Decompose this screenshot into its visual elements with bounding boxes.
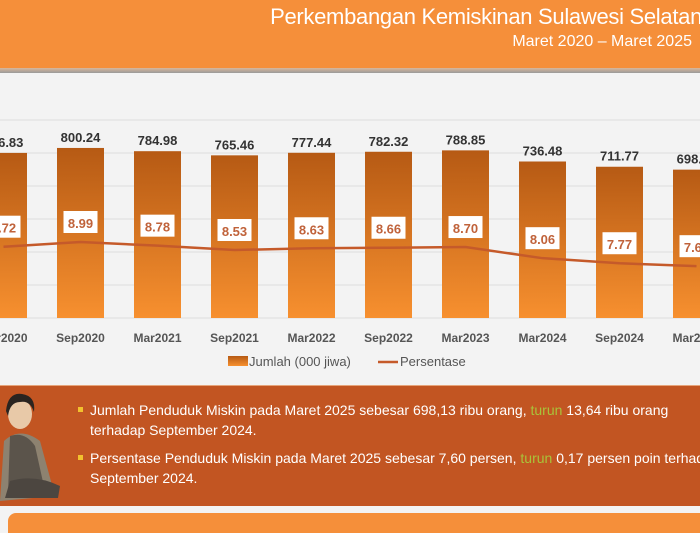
x-tick-label: Mar2023: [441, 331, 489, 345]
bar-value-label: 711.77: [600, 149, 639, 164]
line-value-label: 8.63: [299, 222, 324, 237]
x-tick-label: Mar2024: [518, 331, 566, 345]
bar-value-label: 784.98: [138, 133, 178, 148]
page-subtitle: Maret 2020 – Maret 2025: [512, 33, 692, 51]
x-tick-label: Sep2021: [210, 331, 259, 345]
line-value-label: 7.77: [607, 237, 632, 252]
x-tick-label: Sep2024: [595, 331, 644, 345]
bar-value-label: 765.46: [215, 137, 255, 152]
x-tick-label: Sep2022: [364, 331, 413, 345]
bar-value-label: 698.13: [677, 152, 700, 167]
persentase-line: [4, 242, 697, 266]
summary-bullet-percent: Persentase Penduduk Miskin pada Maret 20…: [78, 448, 700, 488]
line-value-label: 8.99: [68, 216, 93, 231]
line-value-label: 8.53: [222, 224, 247, 239]
line-value-label: 8.70: [453, 221, 478, 236]
legend-label-jumlah: Jumlah (000 jiwa): [249, 354, 351, 369]
legend-swatch-jumlah: [228, 356, 248, 366]
summary-panel: Jumlah Penduduk Miskin pada Maret 2025 s…: [0, 385, 700, 506]
line-value-label: 8.66: [376, 222, 401, 237]
line-value-label: 8.78: [145, 220, 170, 235]
summary-bullet-count: Jumlah Penduduk Miskin pada Maret 2025 s…: [78, 400, 700, 440]
poor-person-illustration: [0, 386, 70, 506]
line-value-label: 7.60: [684, 240, 700, 255]
line-value-label: 8.06: [530, 232, 555, 247]
x-tick-label: Mar2020: [0, 331, 28, 345]
line-value-label: 8.72: [0, 221, 16, 236]
bar-value-label: 788.85: [446, 132, 486, 147]
header-banner: Perkembangan Kemiskinan Sulawesi Selatan…: [0, 0, 700, 68]
legend-label-persentase: Persentase: [400, 354, 466, 369]
x-tick-label: Mar2025: [672, 331, 700, 345]
page-title: Perkembangan Kemiskinan Sulawesi Selatan: [270, 4, 700, 30]
bar-value-label: 777.44: [292, 135, 333, 150]
bar-value-label: 776.83: [0, 135, 23, 150]
bar-value-label: 736.48: [523, 143, 563, 158]
bar-value-label: 800.24: [61, 130, 102, 145]
x-tick-label: Sep2020: [56, 331, 105, 345]
bar-value-label: 782.32: [369, 134, 409, 149]
poverty-chart: 776.83 Mar2020 8.72 800.24 Sep2020 8.99 784.98…: [0, 73, 700, 383]
footer-bar: [8, 513, 700, 533]
x-tick-label: Mar2022: [287, 331, 335, 345]
x-tick-label: Mar2021: [133, 331, 181, 345]
